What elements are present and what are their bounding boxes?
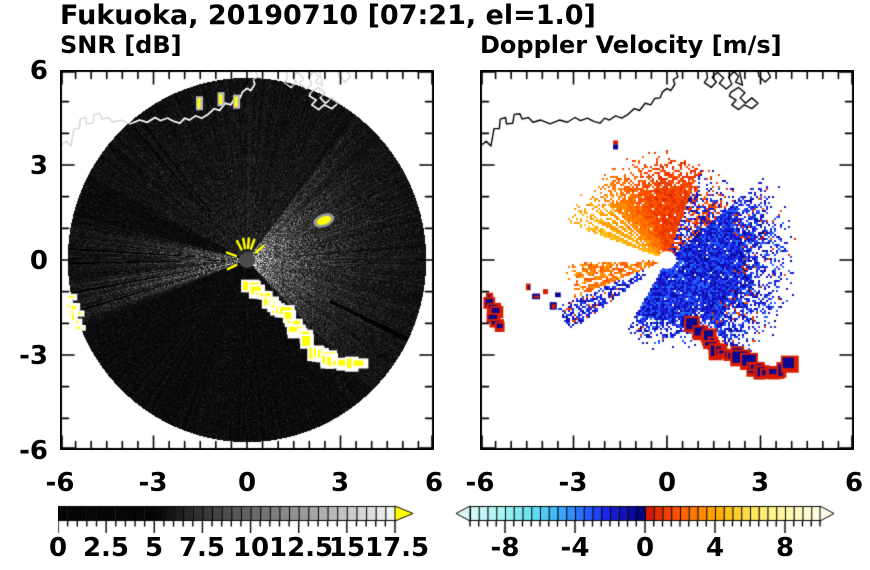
snr-colorbar-label: 2.5 — [82, 533, 130, 563]
x-tick-label: 3 — [330, 468, 350, 498]
x-tick-label: -3 — [558, 468, 588, 498]
figure-title: Fukuoka, 20190710 [07:21, el=1.0] — [60, 0, 596, 31]
velocity-colorbar-label: 0 — [635, 533, 655, 563]
snr-colorbar-label: 5 — [144, 533, 164, 563]
x-tick-label: -3 — [138, 468, 168, 498]
doppler-ppi-plot — [480, 70, 854, 450]
snr-colorbar-label: 10 — [232, 533, 270, 563]
y-tick-label: 6 — [29, 56, 48, 86]
y-tick-label: 3 — [29, 151, 48, 181]
snr-colorbar-label: 0 — [48, 533, 68, 563]
x-tick-label: 3 — [750, 468, 770, 498]
velocity-colorbar — [455, 505, 835, 539]
snr-colorbar — [58, 505, 418, 539]
snr-colorbar-label: 7.5 — [178, 533, 226, 563]
y-tick-label: 0 — [29, 246, 48, 276]
y-tick-label: -6 — [19, 436, 48, 466]
velocity-colorbar-label: 4 — [705, 533, 725, 563]
velocity-colorbar-label: 8 — [775, 533, 795, 563]
x-tick-label: 6 — [844, 468, 864, 498]
y-tick-label: -3 — [19, 341, 48, 371]
snr-colorbar-label: 17.5 — [365, 533, 430, 563]
snr-ppi-plot — [60, 70, 434, 450]
x-tick-label: -6 — [45, 468, 75, 498]
x-tick-label: 6 — [424, 468, 444, 498]
x-tick-label: 0 — [657, 468, 677, 498]
velocity-panel-title: Doppler Velocity [m/s] — [480, 31, 782, 59]
x-tick-label: -6 — [465, 468, 495, 498]
velocity-colorbar-label: -8 — [490, 533, 520, 563]
x-tick-label: 0 — [237, 468, 257, 498]
snr-panel-title: SNR [dB] — [60, 31, 182, 59]
snr-colorbar-label: 12.5 — [269, 533, 334, 563]
snr-colorbar-label: 15 — [328, 533, 366, 563]
velocity-colorbar-label: -4 — [560, 533, 590, 563]
